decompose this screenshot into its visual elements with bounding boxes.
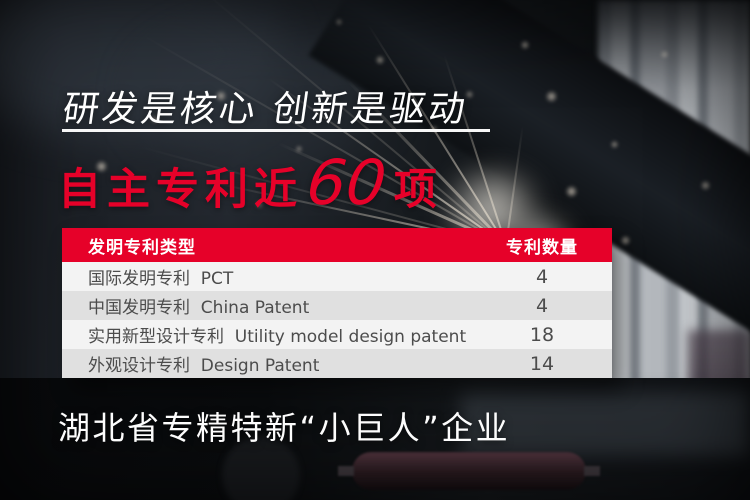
bokeh-dot — [95, 160, 108, 173]
row-count: 4 — [535, 294, 549, 317]
patent-count-prefix: 自主专利近 — [58, 165, 303, 215]
bokeh-dot — [295, 145, 303, 153]
bokeh-dot — [465, 90, 474, 99]
patent-table: 发明专利类型 专利数量 国际发明专利 PCT 4 中国发明专利 China Pa… — [62, 228, 612, 378]
table-row: 外观设计专利 Design Patent 14 — [62, 349, 612, 378]
main-headline: 研发是核心 创新是驱动 — [60, 89, 471, 130]
bokeh-dot — [335, 18, 343, 26]
background-machine-blur — [460, 392, 750, 456]
bokeh-dot — [660, 50, 669, 59]
bokeh-dot — [620, 235, 631, 246]
row-count: 4 — [535, 265, 549, 288]
row-type: 实用新型设计专利 Utility model design patent — [88, 327, 467, 347]
headline-underline — [62, 129, 490, 132]
bokeh-dot — [375, 55, 385, 65]
row-type: 中国发明专利 China Patent — [88, 298, 310, 318]
bokeh-dot — [150, 115, 159, 124]
row-count: 14 — [529, 352, 555, 375]
slogan-text: 湖北省专精特新“小巨人”企业 — [58, 409, 511, 447]
bokeh-dot — [545, 90, 558, 103]
bokeh-dot — [255, 200, 264, 209]
header-type-label: 发明专利类型 — [88, 237, 196, 258]
bokeh-dot — [565, 185, 578, 198]
patent-count-suffix: 项 — [393, 165, 443, 215]
roller-axle — [338, 466, 354, 476]
bokeh-dot — [610, 140, 619, 149]
header-count-label: 专利数量 — [506, 237, 578, 258]
table-row: 国际发明专利 PCT 4 — [62, 262, 612, 291]
row-type: 外观设计专利 Design Patent — [88, 356, 320, 376]
background-disc — [222, 436, 300, 500]
row-type: 国际发明专利 PCT — [88, 269, 234, 289]
patent-count-number: 60 — [303, 146, 390, 219]
patent-count-line: 自主专利近 60 项 — [58, 146, 443, 219]
bokeh-dot — [700, 180, 711, 191]
patent-table-header: 发明专利类型 专利数量 — [62, 228, 612, 262]
bokeh-dot — [520, 40, 530, 50]
background-roller — [352, 452, 586, 490]
roller-axle — [584, 466, 600, 476]
row-count: 18 — [529, 323, 555, 346]
table-row: 中国发明专利 China Patent 4 — [62, 291, 612, 320]
bokeh-dot — [215, 90, 227, 102]
table-row: 实用新型设计专利 Utility model design patent 18 — [62, 320, 612, 349]
